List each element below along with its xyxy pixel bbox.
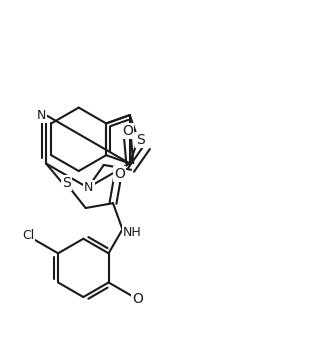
Text: O: O bbox=[122, 124, 133, 138]
Text: N: N bbox=[84, 181, 94, 194]
Text: O: O bbox=[114, 166, 125, 181]
Text: S: S bbox=[62, 176, 71, 190]
Text: Cl: Cl bbox=[22, 229, 34, 242]
Text: S: S bbox=[136, 133, 144, 147]
Text: O: O bbox=[132, 292, 143, 306]
Text: N: N bbox=[36, 109, 46, 121]
Text: NH: NH bbox=[123, 226, 142, 239]
